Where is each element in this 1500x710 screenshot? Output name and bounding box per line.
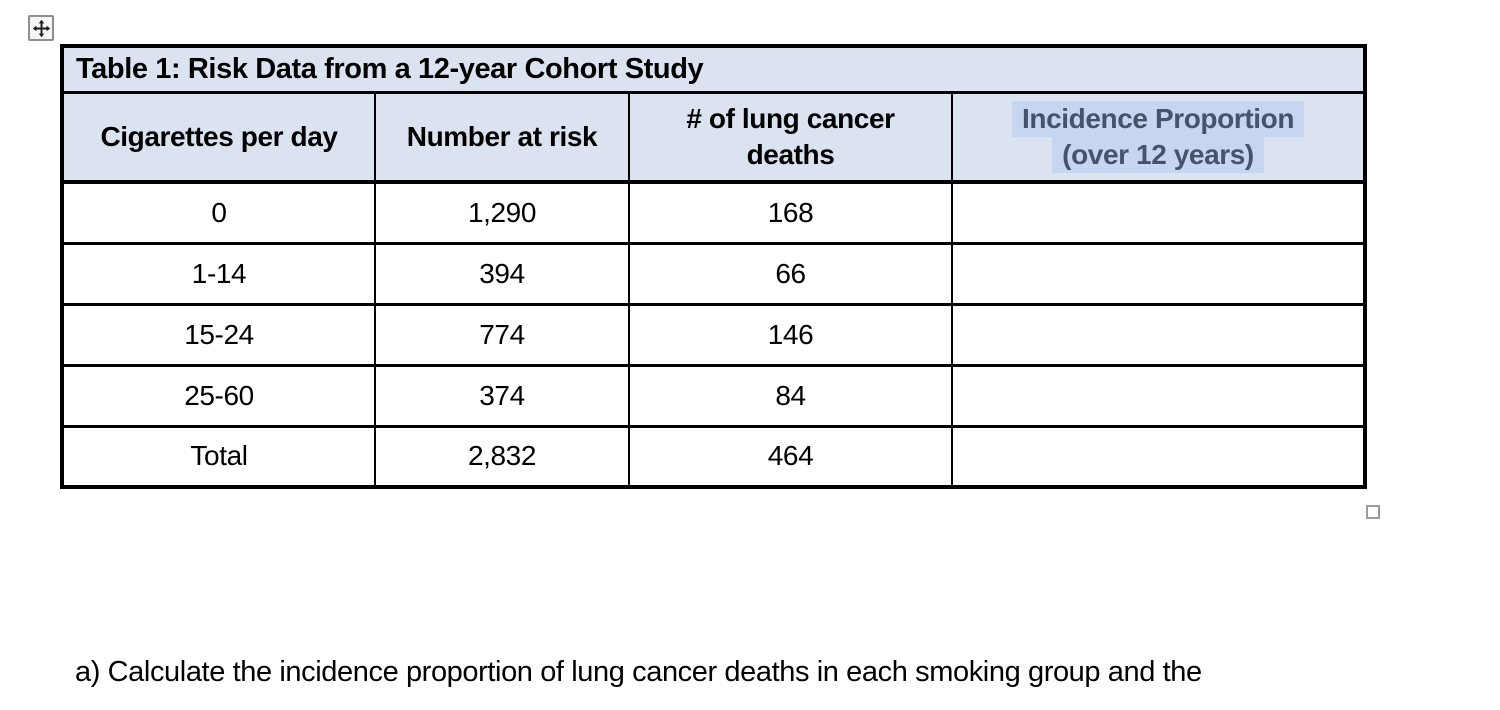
table-row: 25-60 374 84: [61, 363, 1367, 428]
deaths-cell: 66: [628, 241, 953, 306]
col-header-incidence-proportion: Incidence Proportion (over 12 years): [950, 90, 1367, 184]
table-resize-handle[interactable]: [1366, 505, 1380, 519]
table-row: 0 1,290 168: [61, 180, 1367, 245]
number-at-risk-cell: 374: [374, 363, 630, 428]
incidence-answer-cell[interactable]: [950, 180, 1367, 245]
question-text: a) Calculate the incidence proportion of…: [75, 572, 1445, 710]
risk-data-table: Table 1: Risk Data from a 12-year Cohort…: [60, 44, 1368, 489]
header-label-line1-highlighted: Incidence Proportion: [1012, 100, 1305, 137]
header-label-line2-highlighted: (over 12 years): [1052, 136, 1264, 173]
col-header-cigarettes-per-day: Cigarettes per day: [61, 90, 376, 184]
deaths-cell: 464: [628, 424, 953, 489]
deaths-cell: 168: [628, 180, 953, 245]
col-header-lung-cancer-deaths: # of lung cancer deaths: [628, 90, 953, 184]
table-move-handle[interactable]: [28, 15, 54, 41]
deaths-cell: 84: [628, 363, 953, 428]
incidence-answer-cell[interactable]: [950, 363, 1367, 428]
cigarettes-cell: 1-14: [61, 241, 376, 306]
cigarettes-cell: 0: [61, 180, 376, 245]
header-label: Cigarettes per day: [100, 120, 338, 152]
table-title-row: Table 1: Risk Data from a 12-year Cohort…: [60, 44, 1367, 93]
incidence-answer-cell[interactable]: [950, 424, 1367, 489]
number-at-risk-cell: 1,290: [374, 180, 630, 245]
incidence-answer-cell[interactable]: [950, 302, 1367, 367]
incidence-answer-cell[interactable]: [950, 241, 1367, 306]
cigarettes-cell: Total: [61, 424, 376, 489]
table-header-row: Cigarettes per day Number at risk # of l…: [61, 90, 1367, 184]
table-row: 1-14 394 66: [61, 241, 1367, 306]
table-row: 15-24 774 146: [61, 302, 1367, 367]
cigarettes-cell: 25-60: [61, 363, 376, 428]
header-label-line2: deaths: [746, 138, 835, 170]
col-header-number-at-risk: Number at risk: [374, 90, 630, 184]
number-at-risk-cell: 394: [374, 241, 630, 306]
question-line: a) Calculate the incidence proportion of…: [75, 656, 1202, 688]
number-at-risk-cell: 2,832: [374, 424, 630, 489]
header-label-line1: # of lung cancer: [686, 102, 895, 134]
deaths-cell: 146: [628, 302, 953, 367]
table-row: Total 2,832 464: [61, 424, 1367, 489]
header-label: Number at risk: [406, 120, 598, 152]
cigarettes-cell: 15-24: [61, 302, 376, 367]
number-at-risk-cell: 774: [374, 302, 630, 367]
table-title: Table 1: Risk Data from a 12-year Cohort…: [60, 44, 1367, 93]
move-icon: [32, 19, 50, 37]
